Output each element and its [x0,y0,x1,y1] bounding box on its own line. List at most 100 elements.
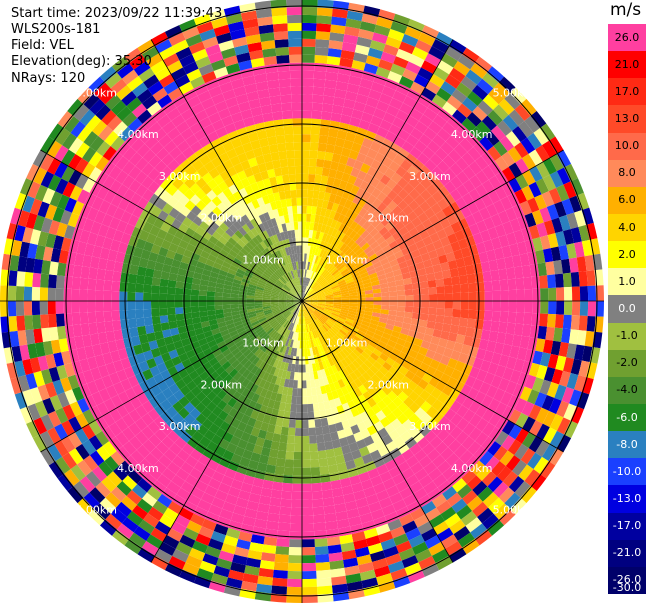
velocity-gate [398,351,409,361]
velocity-gate [291,307,298,314]
velocity-gate [302,451,311,460]
velocity-gate [323,323,331,331]
velocity-gate [339,313,348,319]
velocity-gate [307,306,314,313]
velocity-gate [279,361,286,371]
velocity-gate [536,364,548,380]
velocity-gate [333,239,341,248]
velocity-gate [344,275,353,282]
velocity-gate [82,254,93,268]
velocity-gate [143,388,156,401]
velocity-gate [412,358,423,369]
velocity-gate [379,240,389,250]
velocity-gate [428,286,437,295]
velocity-gate [514,189,528,205]
velocity-gate [302,298,310,301]
velocity-gate [549,414,564,431]
velocity-gate [296,308,300,317]
velocity-gate [332,336,340,345]
velocity-gate [182,288,192,296]
velocity-gate [435,315,445,324]
velocity-gate [321,241,328,251]
velocity-gate [260,552,276,562]
velocity-gate [447,259,458,270]
velocity-gate [103,189,117,204]
velocity-gate [280,318,287,326]
velocity-gate [302,14,317,24]
velocity-gate [298,316,301,325]
velocity-gate [267,347,275,357]
velocity-gate [435,555,453,571]
velocity-gate [442,244,454,255]
velocity-gate [313,514,326,524]
velocity-gate [344,182,354,193]
velocity-gate [319,279,327,286]
velocity-gate [255,437,265,447]
velocity-gate [394,220,405,231]
velocity-gate [295,308,300,316]
velocity-gate [339,243,348,252]
velocity-gate [292,380,298,389]
velocity-gate [443,315,453,325]
velocity-gate [385,323,395,331]
velocity-gate [508,289,517,301]
velocity-gate [432,473,448,488]
velocity-gate [84,243,95,257]
velocity-gate [320,224,327,233]
velocity-gate [280,336,286,345]
velocity-gate [335,320,344,327]
velocity-gate [283,126,294,136]
velocity-gate [322,285,331,291]
velocity-gate [306,277,310,286]
velocity-gate [407,19,425,33]
velocity-gate [336,319,345,325]
velocity-gate [223,535,239,547]
velocity-gate [305,286,310,294]
velocity-gate [412,158,425,172]
velocity-gate [202,466,216,479]
velocity-gate [327,357,335,367]
velocity-gate [493,388,506,403]
velocity-gate [90,256,100,269]
velocity-gate [475,242,487,254]
velocity-gate [202,553,219,566]
velocity-gate [356,404,366,415]
velocity-gate [514,104,531,121]
velocity-gate [53,352,65,367]
velocity-gate [343,258,352,266]
velocity-gate [459,449,474,464]
velocity-gate [302,570,317,580]
velocity-gate [29,357,41,373]
velocity-gate [282,337,288,346]
velocity-gate [351,255,360,264]
velocity-gate [547,353,559,369]
velocity-gate [316,290,324,295]
velocity-gate [295,412,302,421]
velocity-gate [243,360,252,369]
velocity-gate [340,477,352,488]
velocity-gate [285,142,295,151]
velocity-gate [360,323,369,331]
velocity-gate [384,423,396,435]
velocity-gate [294,443,302,452]
velocity-gate [97,364,110,378]
velocity-gate [408,391,420,403]
velocity-gate [287,330,293,339]
velocity-gate [231,286,240,292]
velocity-gate [302,380,307,389]
velocity-gate [392,154,405,166]
velocity-gate [563,357,575,373]
velocity-gate [457,266,467,277]
velocity-gate [23,301,33,316]
velocity-gate [230,512,245,524]
velocity-gate [335,332,344,341]
velocity-gate [74,253,85,267]
velocity-gate [386,178,398,190]
velocity-gate [53,235,65,250]
velocity-gate [285,395,293,404]
velocity-gate [324,440,334,451]
velocity-gate [493,481,509,498]
velocity-gate [566,372,579,390]
velocity-gate [201,518,217,532]
velocity-gate [309,303,318,307]
